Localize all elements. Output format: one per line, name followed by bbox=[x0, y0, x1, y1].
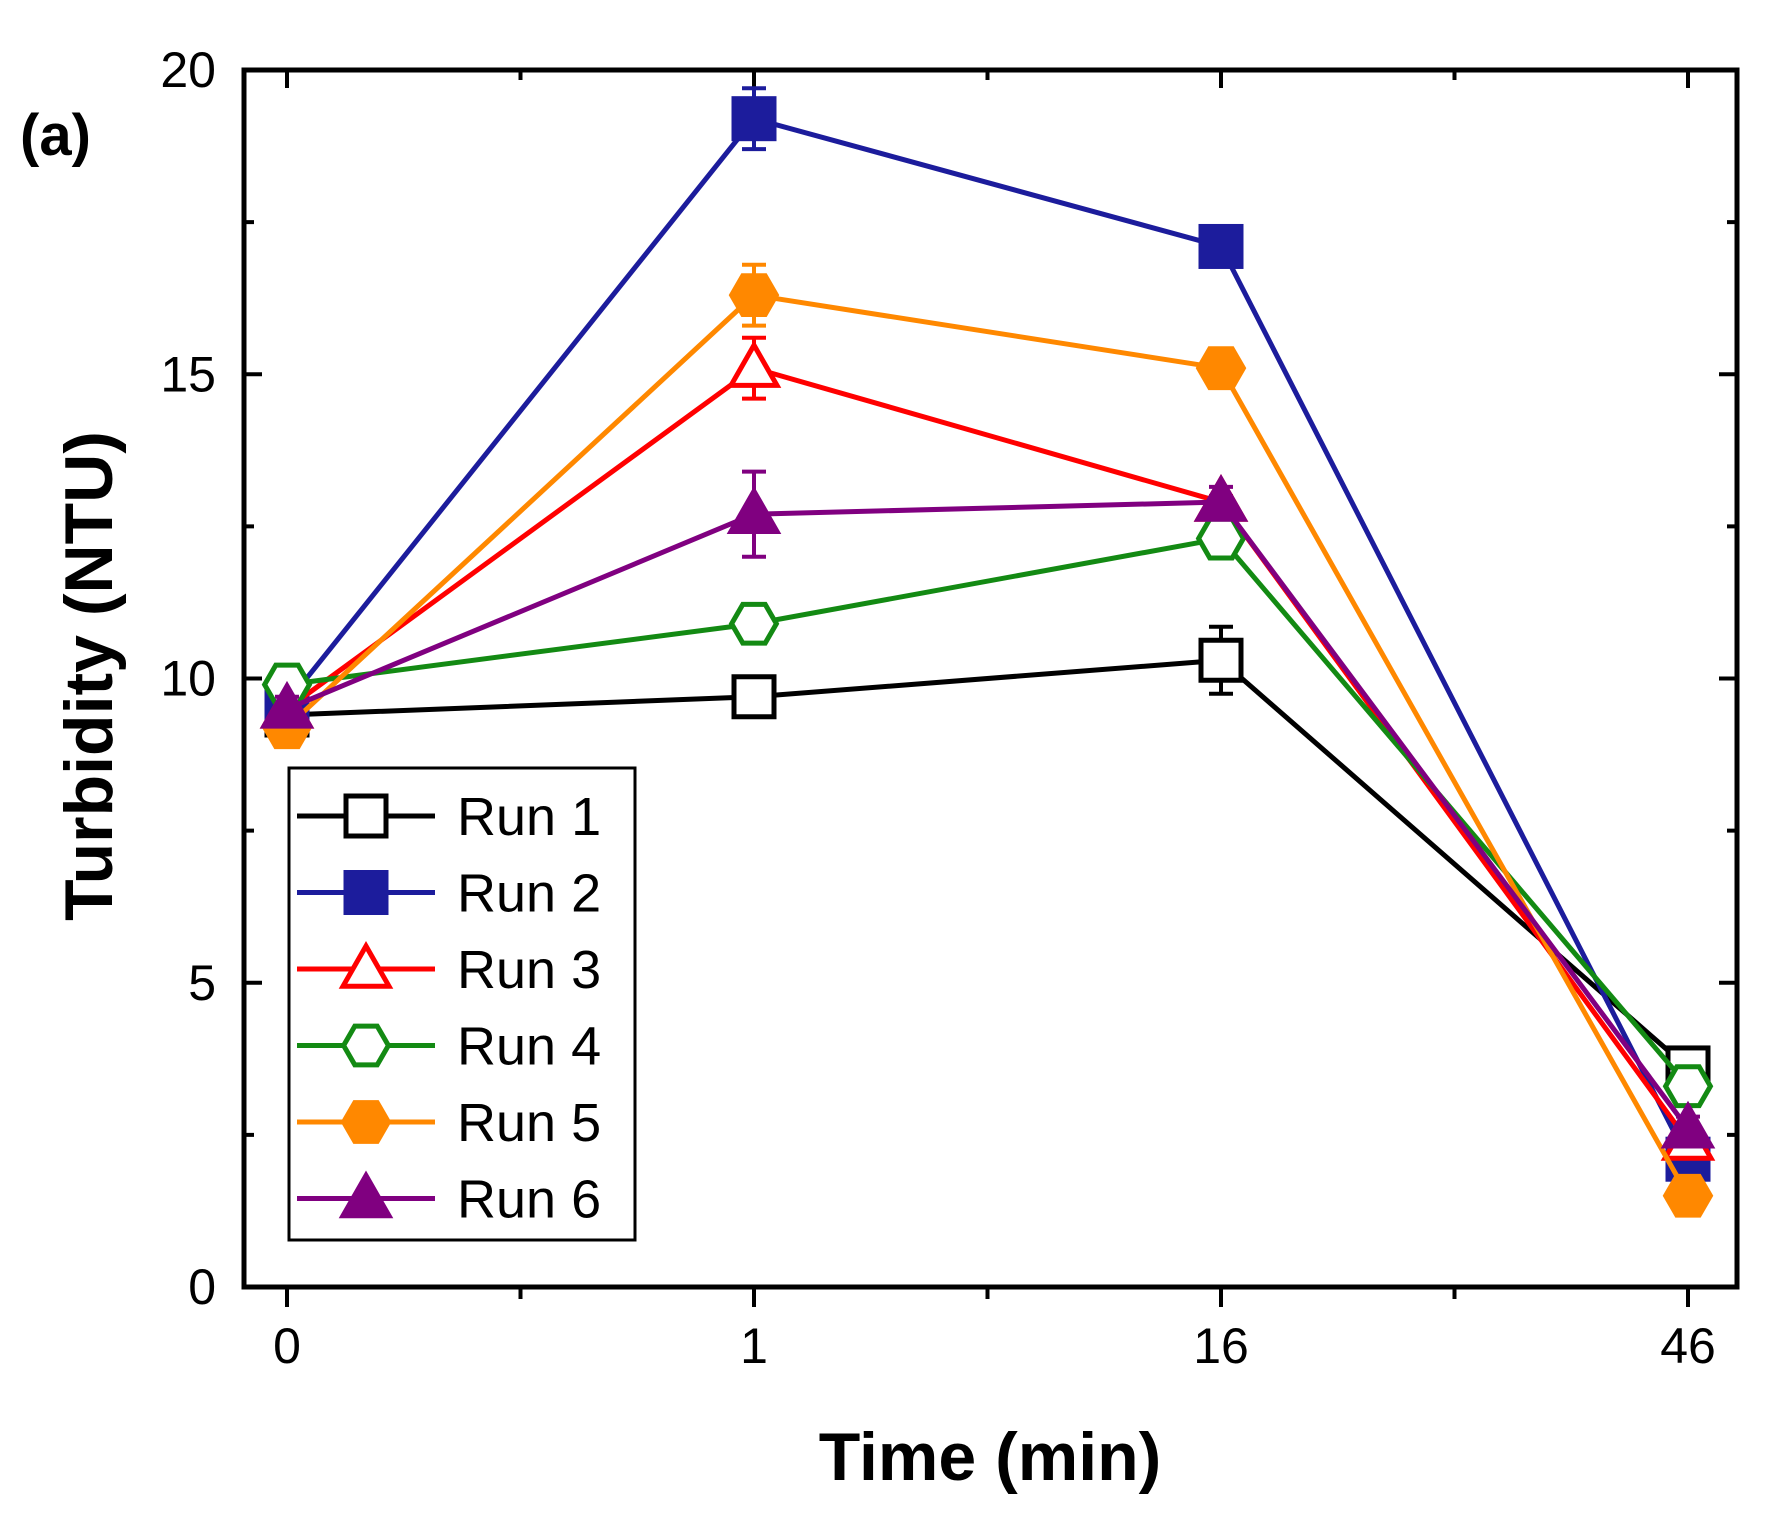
series-line bbox=[286, 499, 1691, 1131]
y-axis-title: Turbidity (NTU) bbox=[51, 431, 127, 921]
data-point bbox=[1198, 223, 1244, 269]
legend-label: Run 1 bbox=[457, 787, 601, 847]
legend-label: Run 5 bbox=[457, 1093, 601, 1153]
data-point bbox=[728, 601, 780, 646]
plot-frame bbox=[241, 67, 1740, 1290]
legend-marker bbox=[338, 1170, 394, 1219]
data-point bbox=[1195, 346, 1247, 391]
tick-labels: 0 5 10 15 20 0 1 16 46 bbox=[160, 42, 1715, 1374]
y-tick-label: 0 bbox=[188, 1259, 216, 1315]
data-point bbox=[726, 340, 782, 388]
legend-marker bbox=[338, 940, 394, 989]
legend-item-run-3: Run 3 bbox=[297, 940, 601, 1000]
legend-marker bbox=[340, 1023, 392, 1068]
data-point bbox=[1662, 1064, 1714, 1109]
data-point bbox=[1193, 473, 1249, 522]
legend-item-run-4: Run 4 bbox=[297, 1017, 601, 1077]
data-point bbox=[1198, 637, 1244, 683]
data-point bbox=[1660, 1100, 1716, 1149]
data-point bbox=[731, 674, 777, 720]
legend-label: Run 3 bbox=[457, 940, 601, 1000]
data-point bbox=[1662, 1173, 1714, 1218]
legend-item-run-2: Run 2 bbox=[297, 864, 601, 924]
legend-box bbox=[287, 766, 637, 1242]
series-line bbox=[286, 657, 1690, 1070]
y-tick-label: 10 bbox=[160, 651, 216, 707]
x-tick-label: 16 bbox=[1193, 1318, 1249, 1374]
legend-item-run-6: Run 6 bbox=[297, 1170, 601, 1230]
data-point bbox=[726, 486, 782, 534]
legend-label: Run 6 bbox=[457, 1170, 601, 1230]
x-axis-title: Time (min) bbox=[819, 1419, 1162, 1495]
panel-label: (a) bbox=[20, 103, 91, 168]
y-tick-label: 15 bbox=[160, 346, 216, 402]
legend-label: Run 2 bbox=[457, 864, 601, 924]
series-line bbox=[285, 292, 1691, 1197]
data-point bbox=[259, 680, 315, 729]
data-point bbox=[731, 96, 777, 142]
x-tick-label: 1 bbox=[740, 1318, 768, 1374]
series-run-6 bbox=[259, 469, 1716, 1149]
series-line bbox=[285, 116, 1691, 1161]
y-tick-label: 5 bbox=[188, 955, 216, 1011]
legend: Run 1 Run 2 Run 3 Run 4 Run 5 Run 6 bbox=[287, 766, 637, 1242]
data-point bbox=[728, 273, 780, 318]
legend-marker bbox=[343, 870, 389, 915]
legend-marker bbox=[340, 1100, 392, 1144]
legend-item-run-1: Run 1 bbox=[297, 787, 601, 847]
x-tick-label: 46 bbox=[1660, 1318, 1716, 1374]
series-line bbox=[285, 365, 1691, 1143]
y-tick-label: 20 bbox=[160, 42, 216, 98]
legend-label: Run 4 bbox=[457, 1017, 601, 1077]
legend-marker bbox=[343, 793, 389, 839]
x-tick-label: 0 bbox=[273, 1318, 301, 1374]
series-layer bbox=[259, 86, 1716, 1218]
legend-item-run-5: Run 5 bbox=[297, 1093, 601, 1153]
